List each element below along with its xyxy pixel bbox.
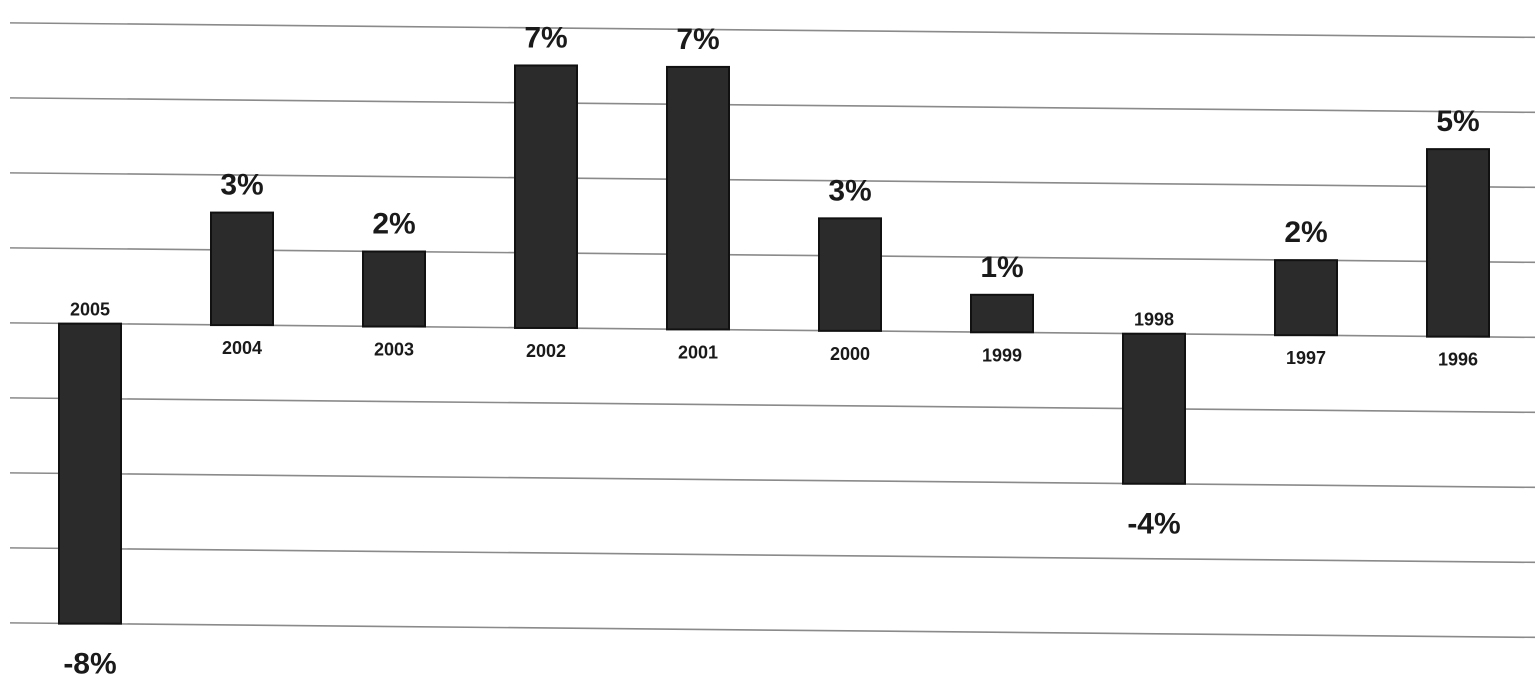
category-label-2004: 2004 — [222, 338, 262, 358]
gridline — [9, 472, 1535, 489]
value-label-1997: 2% — [1284, 216, 1327, 249]
value-label-1996: 5% — [1436, 105, 1479, 138]
gridline — [9, 97, 1535, 114]
value-label-2002: 7% — [524, 21, 567, 54]
gridline — [9, 172, 1535, 189]
bar-2004 — [210, 211, 274, 327]
bar-1996 — [1426, 148, 1490, 338]
category-label-2003: 2003 — [374, 340, 414, 360]
category-label-2001: 2001 — [678, 342, 718, 362]
category-label-1999: 1999 — [982, 345, 1022, 365]
category-label-1998: 1998 — [1134, 310, 1174, 330]
value-label-2004: 3% — [220, 169, 263, 202]
gridline — [9, 22, 1535, 39]
category-label-2002: 2002 — [526, 341, 566, 361]
value-label-1999: 1% — [980, 251, 1023, 284]
value-label-2000: 3% — [828, 174, 871, 207]
value-label-2005: -8% — [63, 648, 116, 681]
category-label-2005: 2005 — [70, 300, 110, 320]
bar-2005 — [58, 322, 122, 625]
category-label-1996: 1996 — [1438, 350, 1478, 370]
value-label-2003: 2% — [372, 208, 415, 241]
bar-2000 — [818, 217, 882, 332]
labels: -8% 2005 3% 2004 2% 2003 7% 2002 7% 2001 3% 2000 1% 1… — [63, 21, 1479, 680]
bar-1998 — [1122, 332, 1186, 485]
gridline — [9, 622, 1535, 639]
bar-2002 — [514, 64, 578, 329]
bar-1999 — [970, 293, 1034, 334]
bar-1997 — [1274, 259, 1338, 337]
bar-2001 — [666, 65, 730, 331]
value-label-2001: 7% — [676, 23, 719, 56]
bar-2003 — [362, 250, 426, 328]
value-label-1998: -4% — [1127, 508, 1180, 541]
category-label-2000: 2000 — [830, 344, 870, 364]
gridline — [9, 547, 1535, 564]
bars — [58, 64, 1490, 625]
category-label-1997: 1997 — [1286, 348, 1326, 368]
gridline — [9, 397, 1535, 414]
